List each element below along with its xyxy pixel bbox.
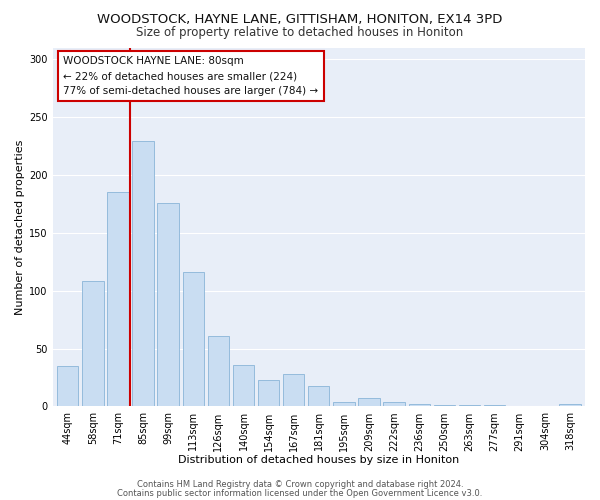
Bar (383, 402, 405, 406)
Bar (182, 272, 204, 406)
Bar (283, 374, 304, 406)
Bar (258, 380, 279, 406)
Bar (409, 404, 430, 406)
Bar (333, 402, 355, 406)
Text: Size of property relative to detached houses in Honiton: Size of property relative to detached ho… (136, 26, 464, 39)
Text: Contains HM Land Registry data © Crown copyright and database right 2024.: Contains HM Land Registry data © Crown c… (137, 480, 463, 489)
Bar (57, 366, 79, 406)
Bar (233, 365, 254, 406)
Bar (308, 386, 329, 406)
Bar (358, 398, 380, 406)
Bar (157, 202, 179, 406)
Y-axis label: Number of detached properties: Number of detached properties (15, 140, 25, 314)
Bar (107, 192, 128, 406)
Text: WOODSTOCK, HAYNE LANE, GITTISHAM, HONITON, EX14 3PD: WOODSTOCK, HAYNE LANE, GITTISHAM, HONITO… (97, 12, 503, 26)
X-axis label: Distribution of detached houses by size in Honiton: Distribution of detached houses by size … (178, 455, 460, 465)
Text: Contains public sector information licensed under the Open Government Licence v3: Contains public sector information licen… (118, 488, 482, 498)
Bar (559, 404, 581, 406)
Bar (82, 282, 104, 406)
Bar (133, 142, 154, 406)
Bar (208, 336, 229, 406)
Text: WOODSTOCK HAYNE LANE: 80sqm
← 22% of detached houses are smaller (224)
77% of se: WOODSTOCK HAYNE LANE: 80sqm ← 22% of det… (63, 56, 319, 96)
